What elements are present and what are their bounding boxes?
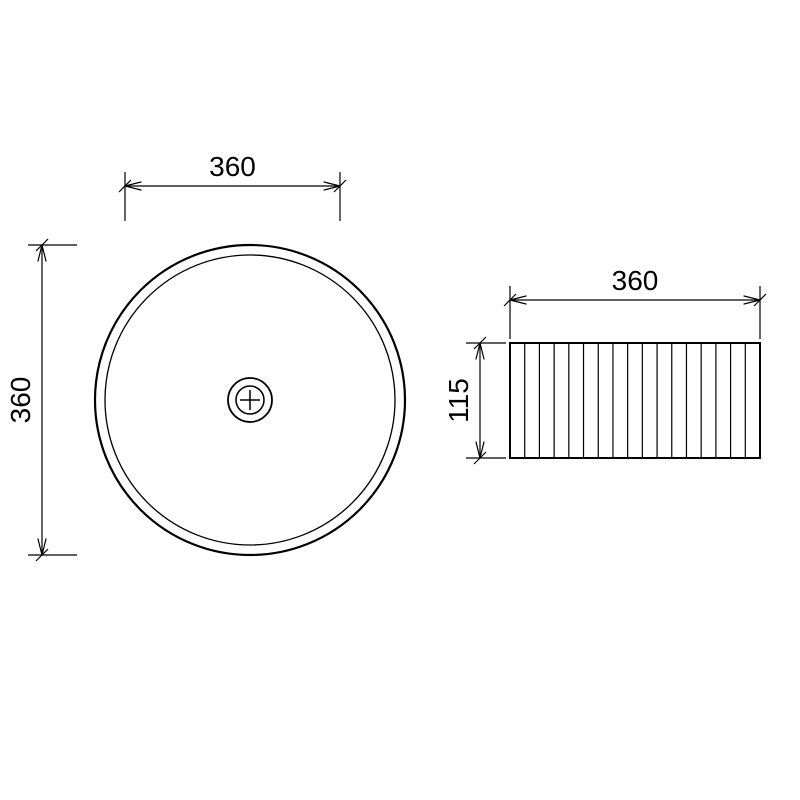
- dim-plan-height: 360: [5, 239, 77, 561]
- dim-side-width-label: 360: [612, 265, 659, 296]
- technical-drawing: 360 360 360 115: [0, 0, 800, 800]
- plan-view: 360 360: [5, 151, 405, 561]
- dim-plan-width-label: 360: [209, 151, 256, 182]
- dim-plan-height-label: 360: [5, 377, 36, 424]
- dim-side-height: 115: [443, 337, 506, 464]
- dim-side-width: 360: [504, 265, 766, 339]
- side-ribs: [525, 343, 746, 458]
- dim-side-height-label: 115: [443, 378, 474, 423]
- side-view: 360 115: [443, 265, 766, 464]
- dim-plan-width: 360: [119, 151, 346, 221]
